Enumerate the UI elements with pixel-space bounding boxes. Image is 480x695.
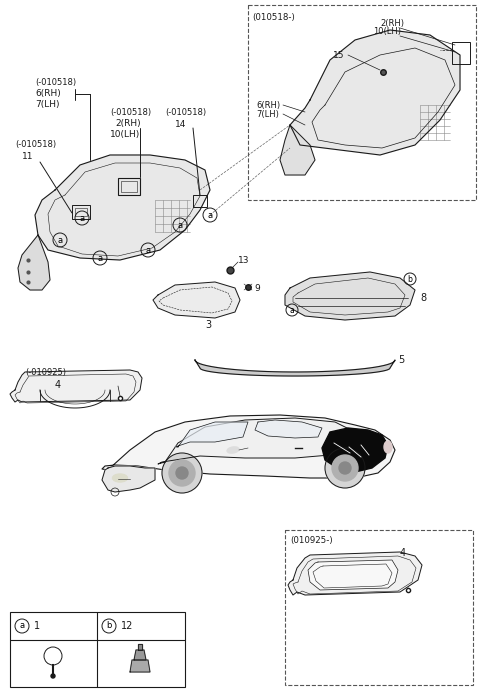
Polygon shape (322, 428, 388, 472)
Text: 11: 11 (22, 152, 34, 161)
Text: (-010518): (-010518) (110, 108, 151, 117)
Circle shape (169, 460, 195, 486)
Text: a: a (19, 621, 24, 630)
Circle shape (332, 455, 358, 481)
Text: b: b (106, 621, 112, 630)
Polygon shape (288, 552, 422, 595)
Ellipse shape (227, 447, 239, 453)
Text: 12: 12 (121, 621, 133, 631)
Circle shape (162, 453, 202, 493)
Text: a: a (58, 236, 62, 245)
Bar (121, 181, 137, 192)
Text: 9: 9 (254, 284, 260, 293)
Text: 2(RH): 2(RH) (115, 119, 141, 128)
Text: 15: 15 (333, 51, 345, 60)
Polygon shape (195, 360, 395, 376)
Text: a: a (79, 213, 84, 222)
Text: (-010518): (-010518) (15, 140, 56, 149)
Polygon shape (102, 466, 155, 492)
Bar (248, 5, 476, 200)
Text: a: a (289, 306, 294, 315)
Ellipse shape (384, 441, 392, 453)
Text: 14: 14 (175, 120, 186, 129)
Bar (75, 208, 87, 216)
Text: (-010518): (-010518) (165, 108, 206, 117)
Text: a: a (97, 254, 103, 263)
Text: 8: 8 (420, 293, 426, 303)
Text: 4: 4 (400, 548, 406, 558)
Text: (-010518): (-010518) (35, 78, 76, 87)
Polygon shape (280, 125, 315, 175)
Text: 10(LH): 10(LH) (110, 130, 140, 139)
Text: 10(LH): 10(LH) (373, 27, 401, 36)
Text: 6(RH): 6(RH) (35, 89, 61, 98)
Text: 5: 5 (398, 355, 404, 365)
Polygon shape (175, 422, 248, 447)
Text: 7(LH): 7(LH) (256, 110, 279, 119)
Text: a: a (145, 245, 151, 254)
Polygon shape (10, 370, 142, 402)
Bar (285, 530, 473, 685)
Polygon shape (158, 418, 355, 464)
Bar (10, 612, 185, 687)
Text: a: a (178, 220, 182, 229)
Text: 7(LH): 7(LH) (35, 100, 60, 109)
Polygon shape (153, 282, 240, 318)
Polygon shape (285, 272, 415, 320)
Text: 4: 4 (55, 380, 61, 390)
Circle shape (51, 674, 55, 678)
Text: 13: 13 (238, 256, 250, 265)
Polygon shape (35, 155, 210, 260)
Polygon shape (130, 660, 150, 672)
Polygon shape (308, 560, 398, 590)
Polygon shape (102, 415, 395, 478)
Text: (-010925): (-010925) (25, 368, 66, 377)
Bar (452, 42, 470, 64)
Circle shape (176, 467, 188, 479)
Circle shape (325, 448, 365, 488)
Text: 2(RH): 2(RH) (380, 19, 404, 28)
Polygon shape (290, 30, 460, 155)
Text: (010925-): (010925-) (290, 536, 333, 545)
Polygon shape (138, 644, 142, 650)
Bar (193, 195, 207, 207)
Bar (72, 205, 90, 219)
Polygon shape (18, 235, 50, 290)
Polygon shape (255, 420, 322, 438)
Text: 3: 3 (205, 320, 211, 330)
Text: 6(RH): 6(RH) (256, 101, 280, 110)
Text: b: b (408, 275, 412, 284)
Bar (118, 178, 140, 195)
Ellipse shape (112, 474, 128, 482)
Text: a: a (207, 211, 213, 220)
Text: 1: 1 (34, 621, 40, 631)
Circle shape (339, 462, 351, 474)
Text: (010518-): (010518-) (252, 13, 295, 22)
Polygon shape (134, 650, 146, 660)
